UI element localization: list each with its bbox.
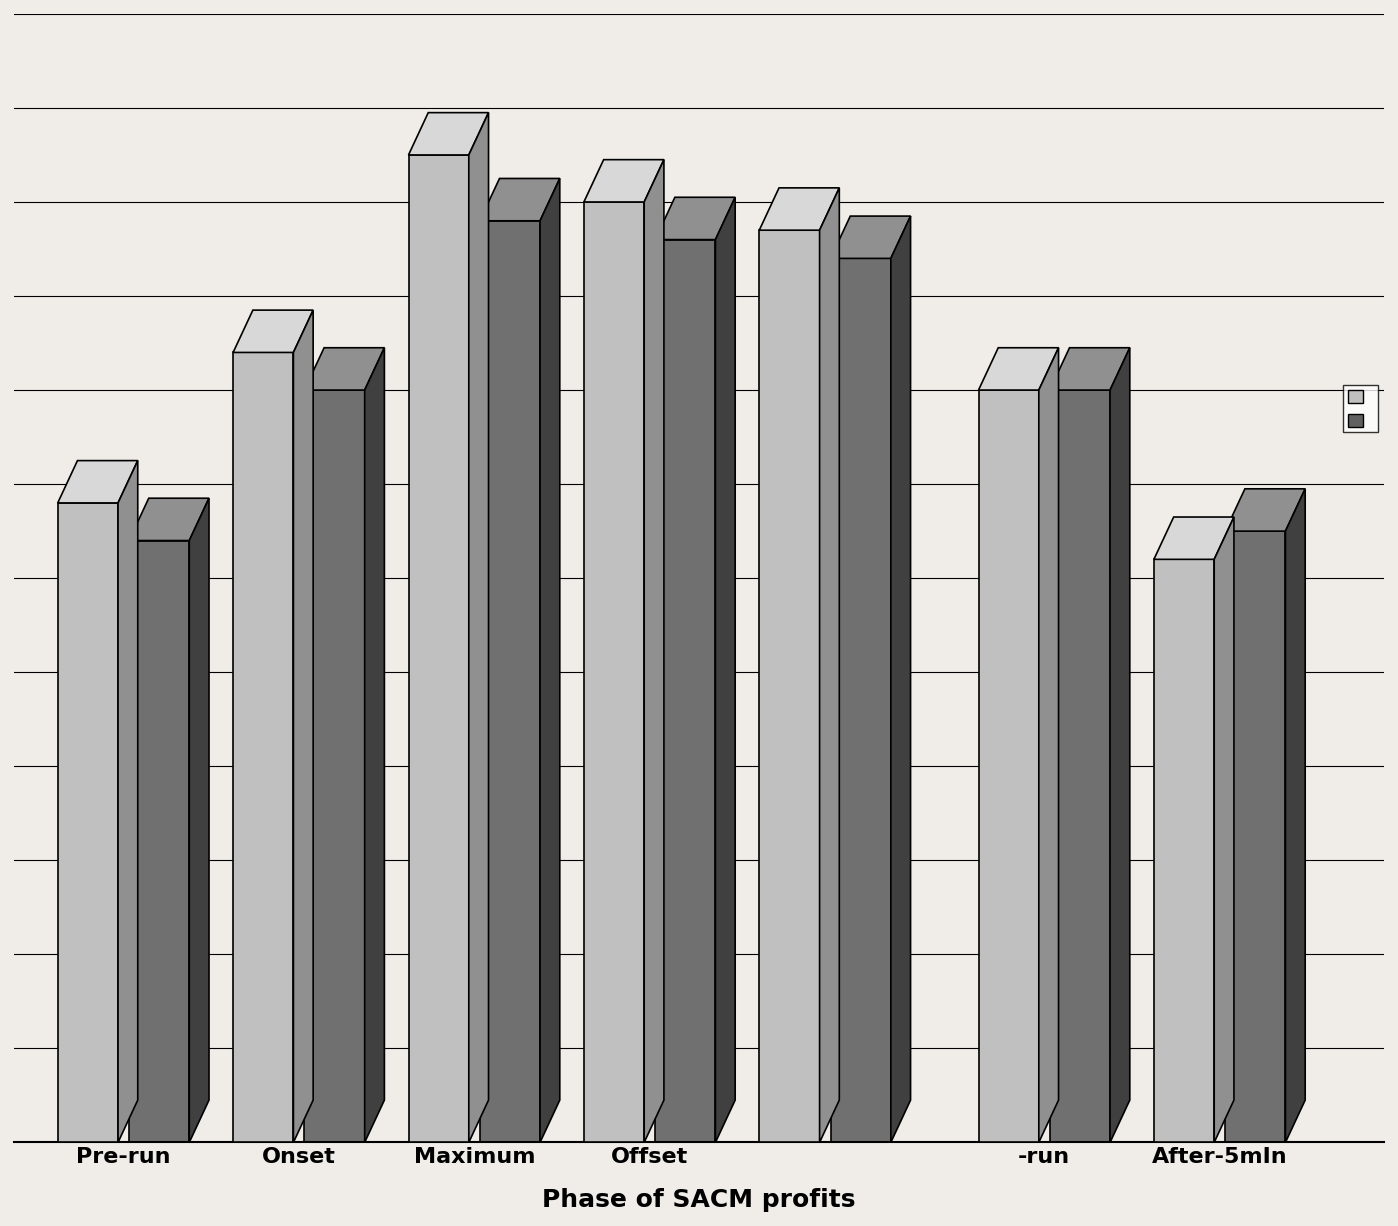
- Polygon shape: [716, 197, 735, 1143]
- Polygon shape: [305, 348, 384, 390]
- Polygon shape: [480, 179, 559, 221]
- Polygon shape: [57, 461, 138, 503]
- Polygon shape: [1285, 489, 1306, 1143]
- Polygon shape: [1050, 390, 1110, 1143]
- Polygon shape: [656, 239, 716, 1143]
- Polygon shape: [819, 188, 839, 1143]
- Polygon shape: [584, 159, 664, 202]
- Polygon shape: [408, 154, 468, 1143]
- Polygon shape: [1153, 559, 1215, 1143]
- Polygon shape: [1039, 348, 1058, 1143]
- Polygon shape: [189, 498, 210, 1143]
- Polygon shape: [294, 310, 313, 1143]
- Polygon shape: [233, 352, 294, 1143]
- Legend: , : ,: [1343, 385, 1378, 433]
- Polygon shape: [540, 179, 559, 1143]
- Polygon shape: [830, 259, 891, 1143]
- Polygon shape: [979, 348, 1058, 390]
- Polygon shape: [57, 503, 117, 1143]
- Polygon shape: [408, 113, 488, 154]
- Polygon shape: [468, 113, 488, 1143]
- Polygon shape: [129, 541, 189, 1143]
- Polygon shape: [480, 221, 540, 1143]
- Polygon shape: [1110, 348, 1130, 1143]
- Polygon shape: [305, 390, 365, 1143]
- Polygon shape: [759, 188, 839, 230]
- Polygon shape: [233, 310, 313, 352]
- Polygon shape: [1153, 517, 1234, 559]
- Polygon shape: [365, 348, 384, 1143]
- Polygon shape: [117, 461, 138, 1143]
- Polygon shape: [129, 498, 210, 541]
- X-axis label: Phase of SACM profits: Phase of SACM profits: [542, 1188, 856, 1213]
- Polygon shape: [1050, 348, 1130, 390]
- Polygon shape: [759, 230, 819, 1143]
- Polygon shape: [891, 216, 910, 1143]
- Polygon shape: [656, 197, 735, 239]
- Polygon shape: [1225, 531, 1285, 1143]
- Polygon shape: [1225, 489, 1306, 531]
- Polygon shape: [1215, 517, 1234, 1143]
- Polygon shape: [644, 159, 664, 1143]
- Polygon shape: [584, 202, 644, 1143]
- Polygon shape: [979, 390, 1039, 1143]
- Polygon shape: [830, 216, 910, 259]
